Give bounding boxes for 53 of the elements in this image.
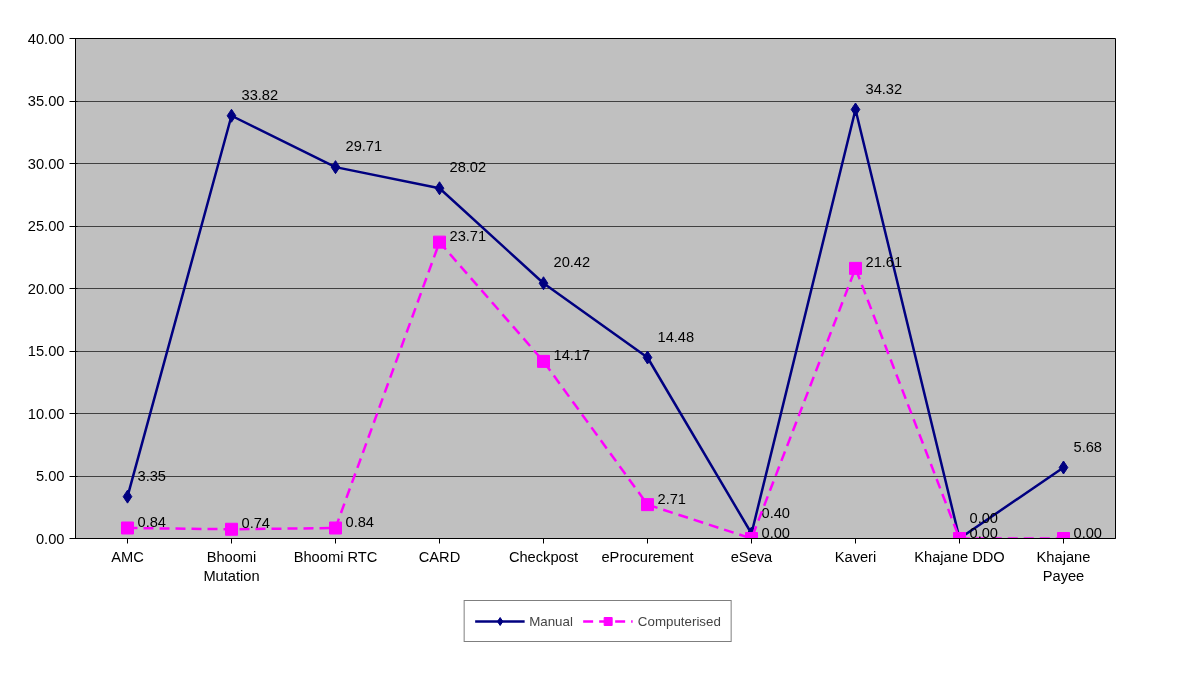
y-tick-label: 20.00 <box>27 280 65 297</box>
data-label: 28.02 <box>449 159 487 176</box>
x-tick-label: Khajane DDO <box>914 548 1005 565</box>
x-tick-label: Kaveri <box>834 548 877 565</box>
legend-label: Manual <box>529 613 573 629</box>
y-tick-label: 30.00 <box>27 155 65 172</box>
y-tick-label: 25.00 <box>27 218 65 234</box>
point <box>641 498 654 512</box>
x-tick-label: Bhoomi Mutation <box>203 548 260 584</box>
data-label: 14.48 <box>657 328 695 345</box>
y-tick-label: 0.00 <box>35 530 65 547</box>
data-label: 0.84 <box>345 514 375 530</box>
data-label: 0.84 <box>137 514 167 530</box>
point <box>537 354 550 368</box>
x-tick-label: eProcurement <box>601 548 694 565</box>
data-label: 23.71 <box>449 228 487 245</box>
x-tick-label: CARD <box>418 548 461 565</box>
point <box>225 522 238 536</box>
data-label: 0.74 <box>241 515 271 532</box>
data-label: 0.00 <box>1073 524 1103 541</box>
data-label: 33.82 <box>241 86 279 103</box>
legend-label: Computerised <box>637 613 721 629</box>
point <box>538 276 549 291</box>
x-tick-label: Khajane Payee <box>1036 548 1091 584</box>
x-tick-label: Checkpost <box>508 548 579 565</box>
y-tick-label: 40.00 <box>27 30 65 47</box>
x-tick-label: eSeva <box>730 548 774 565</box>
data-label: 5.68 <box>1073 438 1103 455</box>
data-label: 34.32 <box>865 80 903 97</box>
data-label: 20.42 <box>553 254 591 271</box>
data-label: 0.00 <box>761 524 791 541</box>
point <box>849 261 862 275</box>
point <box>329 521 342 535</box>
point <box>850 102 861 117</box>
y-tick-label: 10.00 <box>27 405 65 422</box>
x-tick-label: AMC <box>111 548 145 565</box>
point <box>226 108 237 123</box>
data-label: 14.17 <box>553 347 591 364</box>
data-label: 0.40 <box>761 504 791 521</box>
point <box>642 350 653 365</box>
x-tick-label: Bhoomi RTC <box>293 548 378 565</box>
y-tick-label: 35.00 <box>27 93 65 109</box>
point <box>330 160 341 175</box>
data-label: 0.00 <box>969 524 999 541</box>
y-tick-label: 5.00 <box>35 468 65 484</box>
y-tick-label: 15.00 <box>27 343 65 359</box>
point <box>1058 460 1069 475</box>
point <box>434 181 445 196</box>
point <box>121 521 134 535</box>
point <box>433 235 446 249</box>
data-label: 29.71 <box>345 138 383 155</box>
data-label: 2.71 <box>657 490 687 507</box>
point <box>122 489 133 504</box>
